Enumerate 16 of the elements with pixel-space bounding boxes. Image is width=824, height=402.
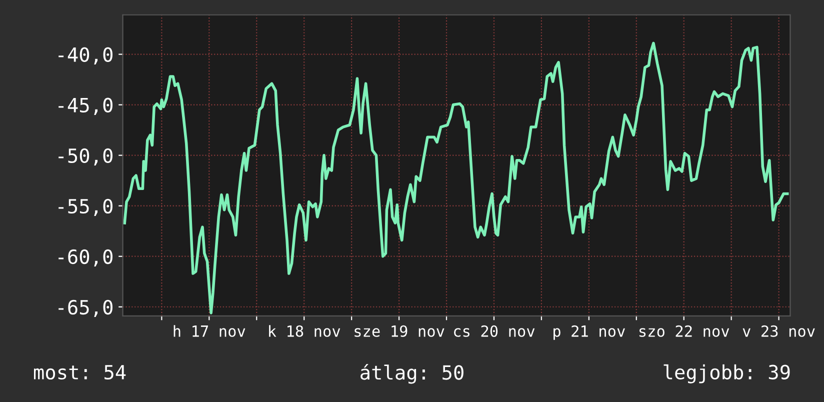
y-tick-label: -55,0	[58, 198, 112, 216]
x-tick-label: szo 22 nov	[639, 325, 730, 337]
x-tick-label: v 23 nov	[742, 325, 815, 337]
text: most: 54	[34, 365, 126, 380]
x-tick-label: k 18 nov	[269, 325, 340, 337]
x-tick-label: cs 20 nov	[454, 325, 535, 337]
y-tick-label: -45,0	[58, 98, 112, 115]
y-tick-label: -50,0	[58, 148, 112, 166]
x-tick-label: h 17 nov	[174, 325, 246, 337]
text: legjobb: 39	[664, 364, 790, 384]
text: átlag: 50	[360, 364, 464, 384]
y-tick-label: -40,0	[58, 47, 112, 64]
x-tick-label: sze 19 nov	[354, 325, 444, 337]
y-tick-label: -65,0	[58, 300, 112, 318]
x-tick-label: p 21 nov	[554, 325, 625, 340]
y-tick-label: -60,0	[58, 249, 112, 267]
